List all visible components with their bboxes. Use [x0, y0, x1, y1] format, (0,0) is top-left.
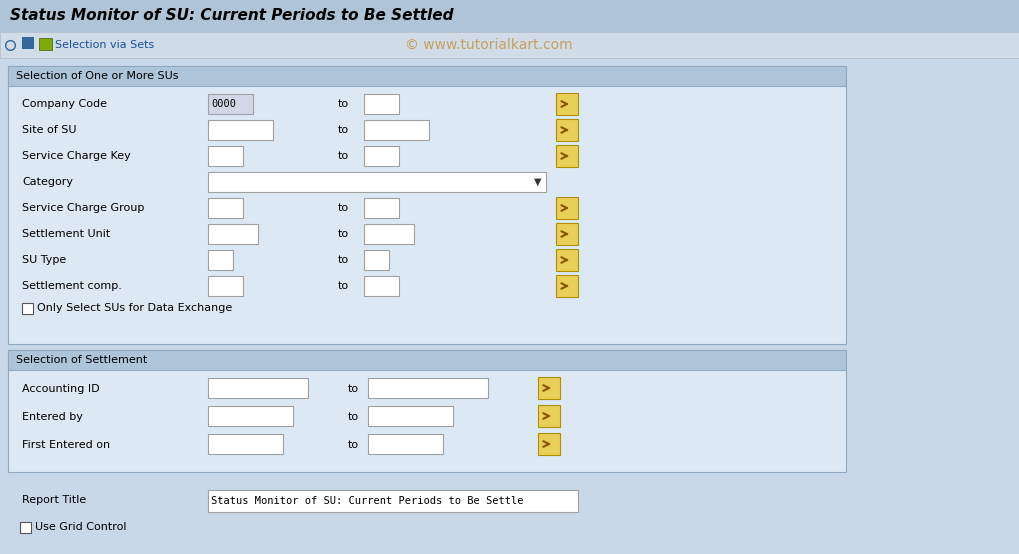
Bar [8, 350, 846, 370]
Bar [368, 434, 443, 454]
Text: Report Title: Report Title [22, 495, 87, 505]
Text: Use Grid Control: Use Grid Control [35, 522, 126, 532]
Bar [8, 66, 846, 344]
Bar [22, 37, 34, 49]
Text: to: to [338, 255, 350, 265]
Text: Category: Category [22, 177, 73, 187]
Bar [208, 434, 283, 454]
Bar [556, 223, 578, 245]
Bar [208, 378, 308, 398]
Bar [208, 172, 546, 192]
Bar [556, 145, 578, 167]
Bar [208, 94, 253, 114]
Text: Settlement comp.: Settlement comp. [22, 281, 122, 291]
Bar [556, 197, 578, 219]
Bar [538, 433, 560, 455]
Bar [556, 93, 578, 115]
Text: Settlement Unit: Settlement Unit [22, 229, 110, 239]
Bar [208, 120, 273, 140]
Bar [364, 94, 399, 114]
Bar [208, 490, 578, 512]
Text: Status Monitor of SU: Current Periods to Be Settle: Status Monitor of SU: Current Periods to… [211, 496, 524, 506]
Bar [538, 405, 560, 427]
Bar [8, 66, 846, 86]
Bar [0, 0, 1019, 32]
Bar [0, 32, 1019, 58]
Bar [22, 303, 33, 314]
Bar [556, 119, 578, 141]
Text: SU Type: SU Type [22, 255, 66, 265]
Text: Accounting ID: Accounting ID [22, 384, 100, 394]
Bar [364, 120, 429, 140]
Bar [368, 406, 453, 426]
Text: Entered by: Entered by [22, 412, 83, 422]
Text: Service Charge Group: Service Charge Group [22, 203, 145, 213]
Text: Selection of Settlement: Selection of Settlement [16, 355, 148, 365]
Bar [364, 276, 399, 296]
Bar [538, 377, 560, 399]
Bar [39, 38, 52, 50]
Text: to: to [348, 412, 359, 422]
Text: to: to [338, 151, 350, 161]
Text: to: to [338, 281, 350, 291]
Bar [364, 146, 399, 166]
Bar [556, 249, 578, 271]
Bar [8, 350, 846, 472]
Text: ▼: ▼ [534, 177, 541, 187]
Text: to: to [338, 203, 350, 213]
Text: © www.tutorialkart.com: © www.tutorialkart.com [406, 38, 573, 52]
Text: First Entered on: First Entered on [22, 440, 110, 450]
Text: Only Select SUs for Data Exchange: Only Select SUs for Data Exchange [37, 303, 232, 313]
Text: Company Code: Company Code [22, 99, 107, 109]
Text: Selection of One or More SUs: Selection of One or More SUs [16, 71, 178, 81]
Bar [208, 406, 293, 426]
Bar [368, 378, 488, 398]
Text: Selection via Sets: Selection via Sets [55, 40, 154, 50]
Text: to: to [338, 229, 350, 239]
Text: Site of SU: Site of SU [22, 125, 76, 135]
Text: to: to [348, 440, 359, 450]
Bar [208, 146, 243, 166]
Bar [208, 224, 258, 244]
Text: to: to [338, 99, 350, 109]
Text: to: to [348, 384, 359, 394]
Bar [20, 522, 31, 533]
Bar [556, 275, 578, 297]
Text: 0000: 0000 [211, 99, 236, 109]
Bar [208, 250, 233, 270]
Bar [208, 276, 243, 296]
Text: Status Monitor of SU: Current Periods to Be Settled: Status Monitor of SU: Current Periods to… [10, 8, 453, 23]
Bar [208, 198, 243, 218]
Text: Service Charge Key: Service Charge Key [22, 151, 130, 161]
Bar [364, 224, 414, 244]
Bar [364, 198, 399, 218]
Bar [364, 250, 389, 270]
Text: to: to [338, 125, 350, 135]
